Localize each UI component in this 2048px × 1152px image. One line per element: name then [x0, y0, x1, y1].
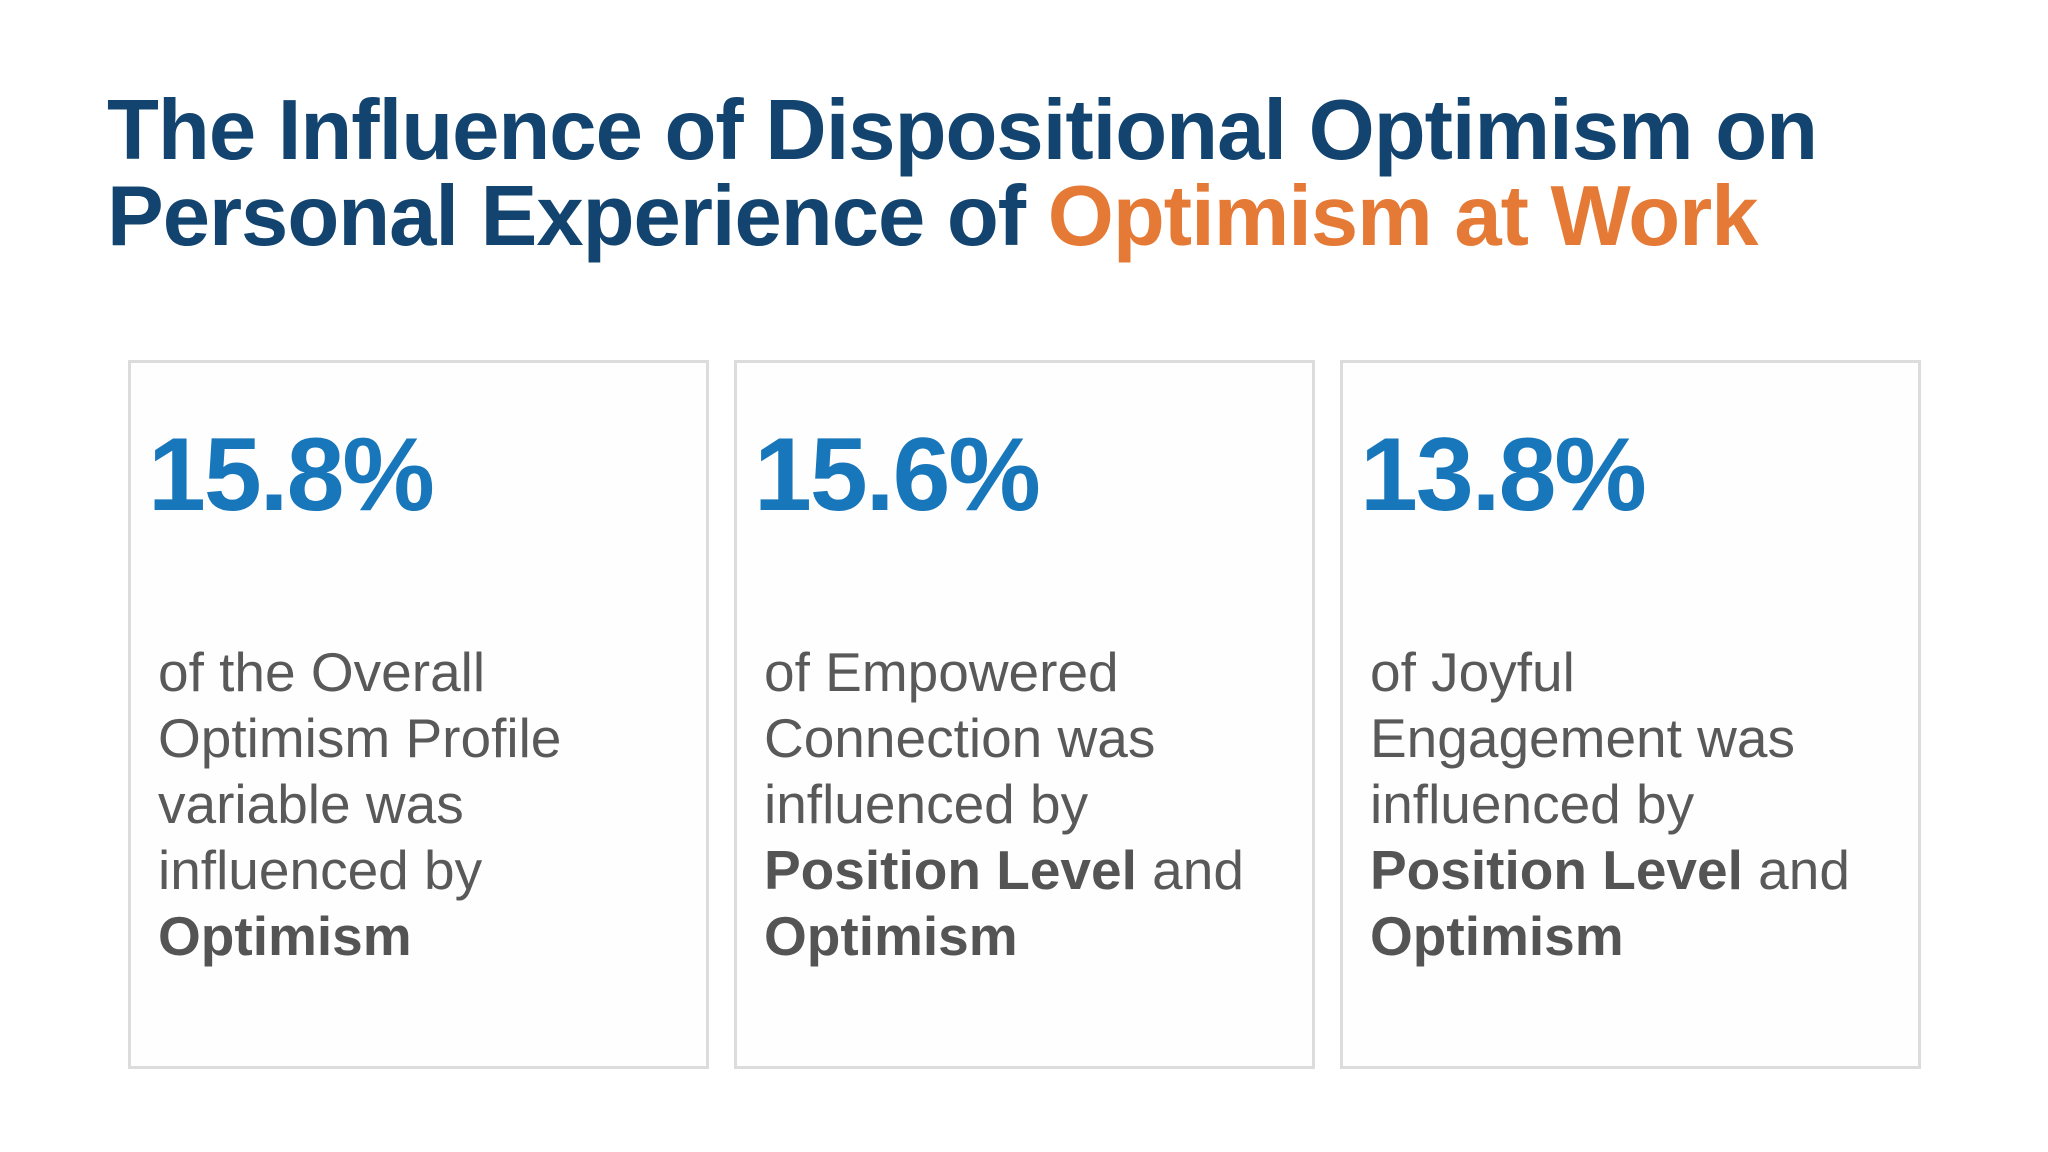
title-accent: Optimism at Work	[1047, 169, 1759, 264]
description-line: influenced by	[1370, 773, 1695, 835]
description-line: influenced by	[764, 773, 1089, 835]
description-line-mixed: Position Level and	[764, 837, 1309, 903]
title-line-2-prefix: Personal Experience of	[107, 169, 1048, 264]
stat-description: of the Overall Optimism Profile variable…	[158, 639, 703, 969]
stat-card-joyful-engagement: 13.8% of Joyful Engagement was influence…	[1340, 360, 1921, 1069]
description-line: of Joyful	[1370, 641, 1575, 703]
title-line-1: The Influence of Dispositional Optimism …	[107, 83, 1818, 178]
description-line-mixed: Position Level and	[1370, 837, 1915, 903]
bold-term: Position Level	[764, 839, 1137, 901]
description-line-bold: Optimism	[158, 903, 703, 969]
description-line-bold: Optimism	[1370, 903, 1915, 969]
description-line: Engagement was	[1370, 707, 1795, 769]
description-tail: and	[1742, 839, 1850, 901]
stat-value: 15.6%	[754, 417, 1041, 533]
bold-term: Position Level	[1370, 839, 1743, 901]
stat-value: 15.8%	[148, 417, 435, 533]
description-line-bold: Optimism	[764, 903, 1309, 969]
bold-term: Optimism	[158, 905, 412, 967]
stat-value: 13.8%	[1360, 417, 1647, 533]
title-line-2: Personal Experience of Optimism at Work	[107, 174, 1987, 260]
description-line: influenced by	[158, 839, 483, 901]
stat-card-empowered-connection: 15.6% of Empowered Connection was influe…	[734, 360, 1315, 1069]
stat-card-overall-optimism-profile: 15.8% of the Overall Optimism Profile va…	[128, 360, 709, 1069]
bold-term: Optimism	[1370, 905, 1624, 967]
slide-title: The Influence of Dispositional Optimism …	[107, 88, 1987, 260]
description-tail: and	[1136, 839, 1244, 901]
bold-term: Optimism	[764, 905, 1018, 967]
description-line: variable was	[158, 773, 464, 835]
stat-description: of Empowered Connection was influenced b…	[764, 639, 1309, 969]
description-line: of Empowered	[764, 641, 1119, 703]
description-line: of the Overall	[158, 641, 486, 703]
description-line: Optimism Profile	[158, 707, 562, 769]
description-line: Connection was	[764, 707, 1156, 769]
stat-description: of Joyful Engagement was influenced by P…	[1370, 639, 1915, 969]
